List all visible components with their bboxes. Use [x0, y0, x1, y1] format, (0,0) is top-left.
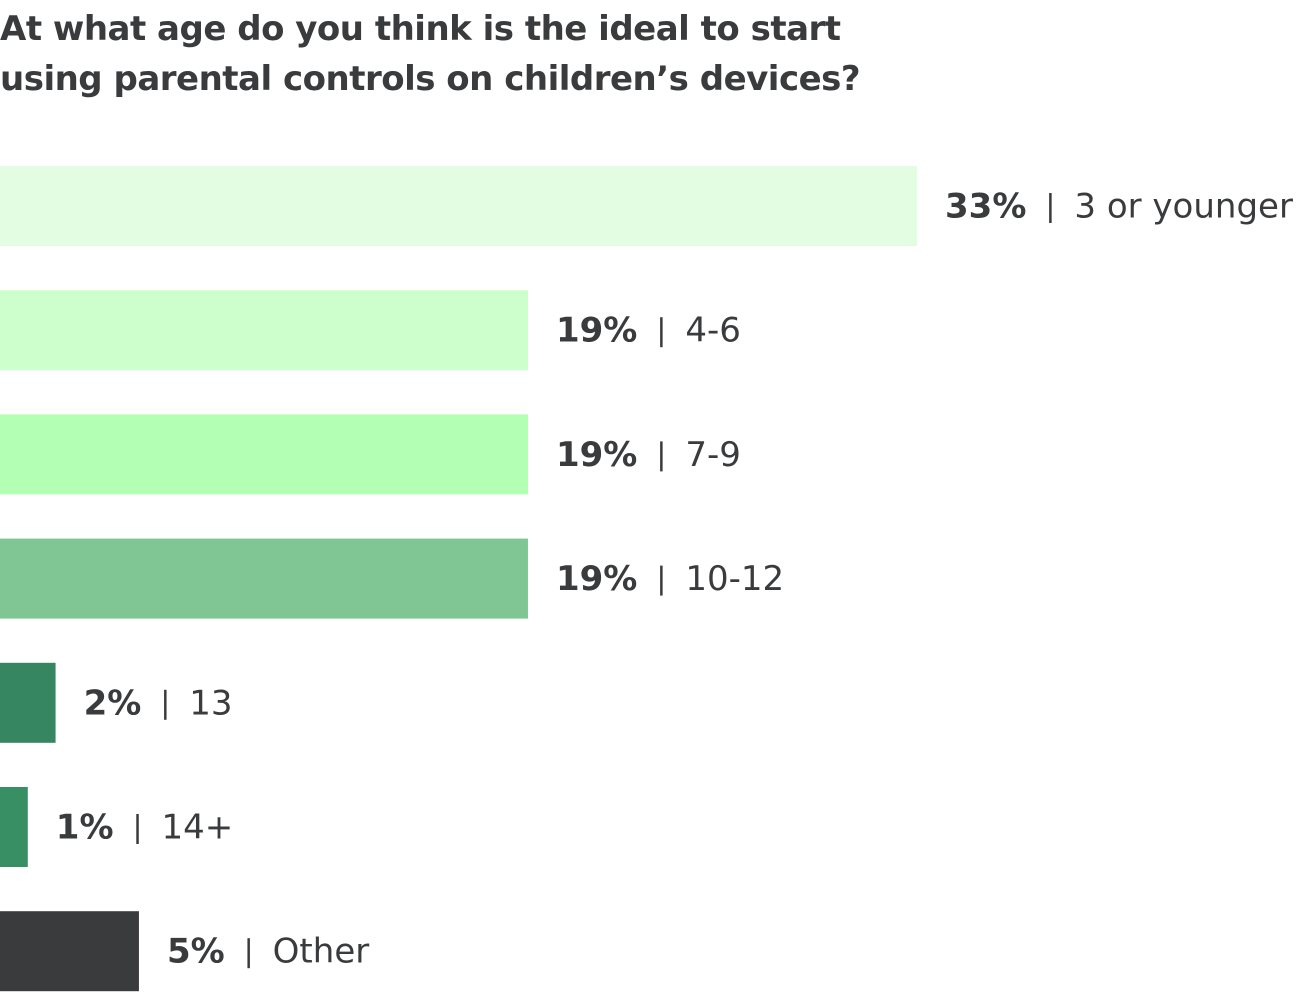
bar — [0, 414, 528, 495]
category-label: 10-12 — [685, 559, 784, 599]
bar — [0, 290, 528, 371]
bar — [0, 787, 28, 867]
category-label: Other — [273, 932, 370, 972]
bar — [0, 662, 56, 743]
category-label: 4-6 — [685, 311, 741, 351]
chart-title: At what age do you think is the ideal to… — [0, 9, 861, 99]
value-label: 33% — [945, 187, 1026, 227]
category-label: 3 or younger — [1074, 187, 1293, 227]
value-label: 5% — [167, 932, 225, 972]
bar — [0, 911, 139, 992]
value-label: 19% — [556, 435, 637, 475]
bar — [0, 538, 528, 619]
category-label: 13 — [189, 683, 232, 723]
bar — [0, 166, 917, 246]
category-label: 7-9 — [685, 435, 741, 475]
category-label: 14+ — [162, 808, 234, 848]
value-label: 19% — [556, 559, 637, 599]
value-label: 2% — [84, 683, 142, 723]
value-label: 19% — [556, 311, 637, 351]
value-label: 1% — [56, 808, 114, 848]
